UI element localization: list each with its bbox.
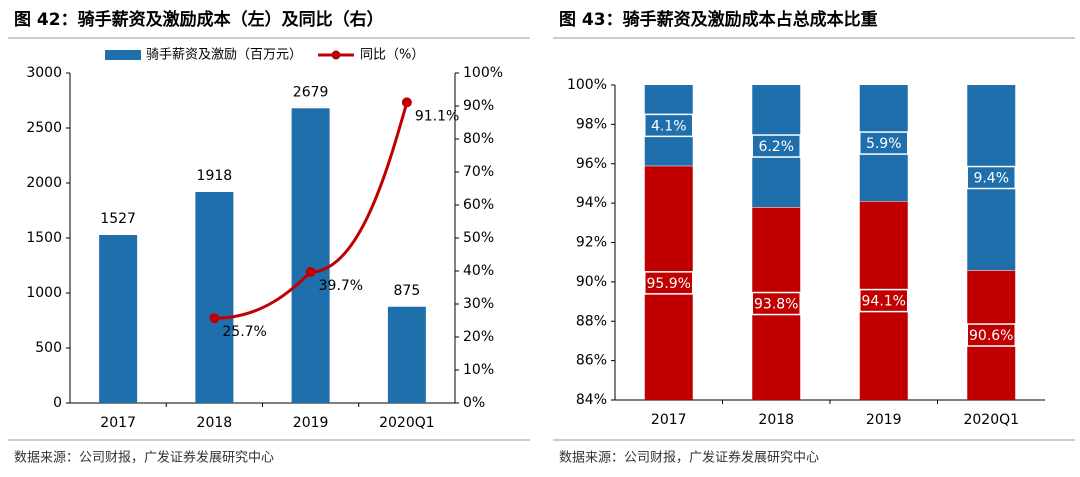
y-tick-label: 90%	[576, 274, 607, 290]
legend-dot	[331, 50, 341, 60]
data-label: 4.1%	[651, 118, 687, 134]
y-tick-label: 98%	[576, 116, 607, 132]
x-tick-label: 2017	[651, 412, 687, 428]
x-tick-label: 2018	[197, 415, 233, 431]
line-point	[209, 313, 220, 324]
data-label: 1527	[100, 211, 136, 227]
y2-tick-label: 0%	[463, 395, 485, 411]
y-tick-label: 92%	[576, 235, 607, 251]
bar	[387, 306, 426, 403]
label-box	[751, 291, 801, 316]
bar	[99, 235, 138, 403]
y-tick-label: 86%	[576, 353, 607, 369]
data-label: 875	[394, 283, 421, 299]
y-tick-label: 2000	[26, 175, 62, 191]
chart-title: 图 43：骑手薪资及激励成本占总成本比重	[559, 9, 878, 30]
x-tick-label: 2020Q1	[379, 415, 435, 431]
legend-label: 同比（%）	[360, 48, 424, 63]
y2-tick-label: 30%	[463, 296, 494, 312]
label-box	[644, 271, 694, 295]
y-tick-label: 100%	[567, 77, 607, 93]
x-tick-label: 2018	[758, 412, 794, 428]
source: 数据来源：公司财报，广发证券发展研究中心	[14, 450, 274, 466]
label-box	[644, 113, 694, 138]
x-tick-label: 2019	[293, 415, 329, 431]
y-tick-label: 2500	[26, 120, 62, 136]
x-tick-label: 2019	[866, 412, 902, 428]
bar	[195, 192, 234, 403]
legend-label: 骑手薪资及激励（百万元）	[146, 48, 302, 63]
data-label: 39.7%	[319, 278, 363, 294]
line-point	[401, 97, 412, 108]
y-tick-label: 88%	[576, 313, 607, 329]
data-label: 95.9%	[647, 276, 691, 292]
y-tick-label: 3000	[26, 65, 62, 81]
label-box	[966, 323, 1016, 347]
data-label: 90.6%	[969, 328, 1013, 344]
y-tick-label: 94%	[576, 195, 607, 211]
legend-swatch	[105, 50, 141, 60]
x-tick-label: 2020Q1	[963, 412, 1019, 428]
y-tick-label: 1000	[26, 285, 62, 301]
data-label: 91.1%	[415, 108, 459, 124]
y2-tick-label: 10%	[463, 362, 494, 378]
chart-title: 图 42：骑手薪资及激励成本（左）及同比（右）	[14, 9, 384, 30]
data-label: 1918	[197, 168, 233, 184]
y2-tick-label: 90%	[463, 98, 494, 114]
data-label: 25.7%	[222, 324, 266, 340]
y2-tick-label: 60%	[463, 197, 494, 213]
source: 数据来源：公司财报，广发证券发展研究中心	[559, 450, 819, 466]
data-label: 6.2%	[758, 139, 794, 155]
data-label: 94.1%	[862, 294, 906, 310]
y2-tick-label: 50%	[463, 230, 494, 246]
line	[214, 101, 409, 320]
y-tick-label: 84%	[576, 392, 607, 408]
y-tick-label: 0	[53, 395, 62, 411]
y2-tick-label: 80%	[463, 131, 494, 147]
label-box	[859, 131, 909, 155]
data-label: 93.8%	[754, 297, 798, 313]
y2-tick-label: 100%	[463, 65, 503, 81]
y2-tick-label: 70%	[463, 164, 494, 180]
line-point	[305, 266, 316, 277]
label-box	[966, 165, 1016, 190]
y-tick-label: 96%	[576, 156, 607, 172]
label-box	[751, 134, 801, 158]
data-label: 9.4%	[973, 171, 1009, 187]
data-label: 5.9%	[866, 136, 902, 152]
label-box	[859, 288, 909, 313]
y2-tick-label: 20%	[463, 329, 494, 345]
data-label: 2679	[293, 84, 329, 100]
y-tick-label: 1500	[26, 230, 62, 246]
y-tick-label: 500	[35, 340, 62, 356]
y2-tick-label: 40%	[463, 263, 494, 279]
x-tick-label: 2017	[100, 415, 136, 431]
bar	[291, 108, 330, 403]
